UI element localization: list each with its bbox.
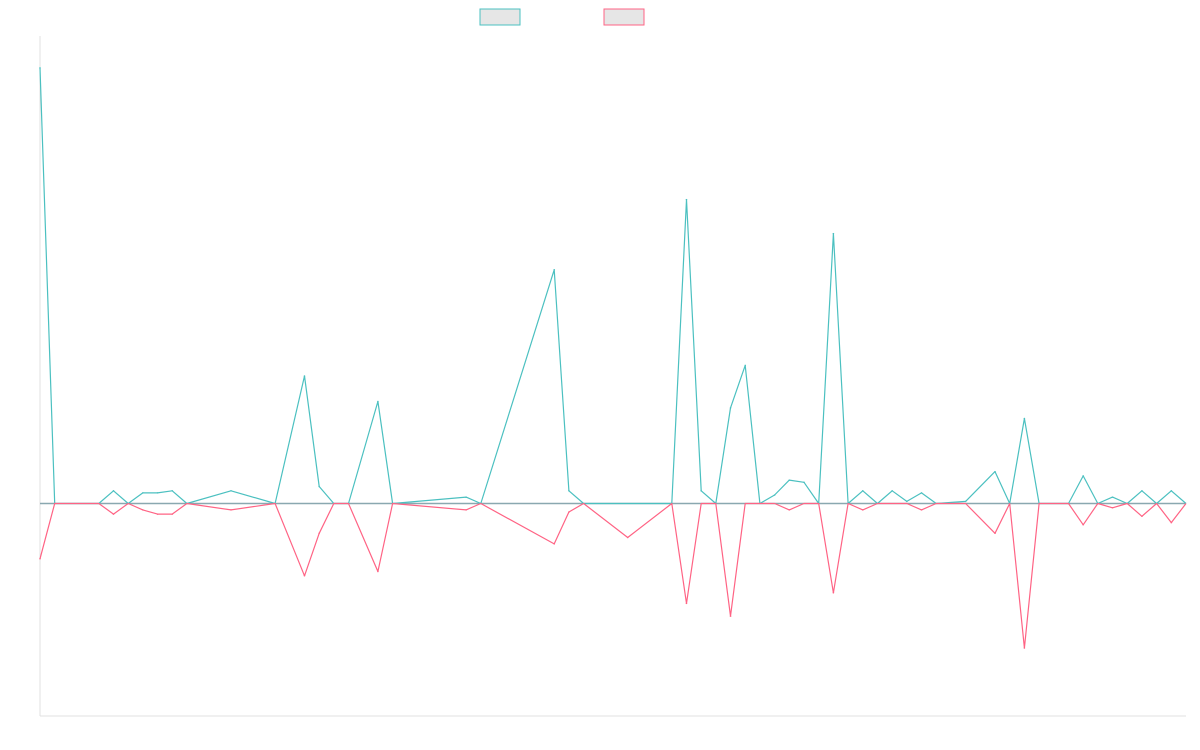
- series-1-point[interactable]: [171, 489, 174, 492]
- series-1-point[interactable]: [1111, 496, 1114, 498]
- series-2-point[interactable]: [39, 557, 41, 560]
- series-2-point[interactable]: [465, 509, 467, 511]
- series-1-point[interactable]: [1170, 489, 1173, 492]
- series-2-point[interactable]: [788, 509, 791, 511]
- series-1-point[interactable]: [832, 232, 835, 235]
- series-2-point[interactable]: [112, 513, 115, 515]
- series-2-point[interactable]: [1023, 647, 1026, 649]
- series-2-point[interactable]: [553, 543, 556, 545]
- series-1-point[interactable]: [377, 400, 379, 403]
- series-1-point[interactable]: [112, 489, 115, 492]
- series-1-point[interactable]: [568, 489, 570, 492]
- series-1-point[interactable]: [230, 489, 232, 492]
- series-1-point[interactable]: [773, 494, 776, 496]
- series-2-point[interactable]: [861, 509, 864, 511]
- series-1-point[interactable]: [303, 375, 306, 377]
- series-2-point[interactable]: [1111, 506, 1114, 509]
- series-line-2: [39, 502, 1187, 649]
- series-layer: [39, 67, 1187, 649]
- series-2-point[interactable]: [303, 574, 306, 577]
- series-1-point[interactable]: [39, 67, 41, 69]
- series-1-point[interactable]: [142, 492, 144, 494]
- series-1-point[interactable]: [1082, 475, 1084, 477]
- series-1-point[interactable]: [729, 407, 732, 409]
- series-1-point[interactable]: [553, 268, 556, 271]
- series-2-point[interactable]: [994, 532, 996, 535]
- series-1-point[interactable]: [994, 470, 996, 473]
- series-2-point[interactable]: [156, 513, 159, 515]
- series-1-point[interactable]: [891, 489, 893, 492]
- series-2-point[interactable]: [318, 532, 320, 535]
- series-2-point[interactable]: [568, 511, 570, 513]
- series-1-point[interactable]: [465, 496, 467, 498]
- series-2-point[interactable]: [626, 536, 629, 539]
- series-2-point[interactable]: [1082, 523, 1084, 526]
- series-1-point[interactable]: [788, 479, 791, 481]
- legend-swatch-series-2[interactable]: [603, 8, 645, 26]
- series-1-point[interactable]: [744, 364, 747, 367]
- series-2-point[interactable]: [377, 570, 379, 573]
- axes: [39, 36, 1186, 717]
- series-line-1: [39, 67, 1187, 505]
- series-2-point[interactable]: [1141, 515, 1143, 518]
- series-2-point[interactable]: [171, 513, 174, 515]
- series-1-point[interactable]: [685, 198, 688, 201]
- legend[interactable]: [479, 8, 645, 26]
- series-1-point[interactable]: [803, 481, 805, 484]
- series-2-point[interactable]: [142, 509, 144, 511]
- series-2-point[interactable]: [230, 509, 232, 511]
- series-1-point[interactable]: [156, 492, 159, 494]
- series-1-point[interactable]: [700, 489, 702, 492]
- series-2-point[interactable]: [685, 602, 688, 605]
- series-1-point[interactable]: [318, 485, 320, 488]
- series-1-point[interactable]: [964, 500, 967, 503]
- series-1-point[interactable]: [1141, 489, 1143, 492]
- series-1-point[interactable]: [1023, 417, 1026, 420]
- series-2-point[interactable]: [1170, 521, 1173, 524]
- legend-swatch-series-1[interactable]: [479, 8, 521, 26]
- series-2-point[interactable]: [920, 509, 923, 511]
- series-2-point[interactable]: [832, 591, 835, 594]
- series-1-point[interactable]: [861, 489, 864, 492]
- series-1-point[interactable]: [920, 492, 923, 494]
- series-2-point[interactable]: [729, 615, 732, 617]
- series-1-point[interactable]: [906, 500, 908, 503]
